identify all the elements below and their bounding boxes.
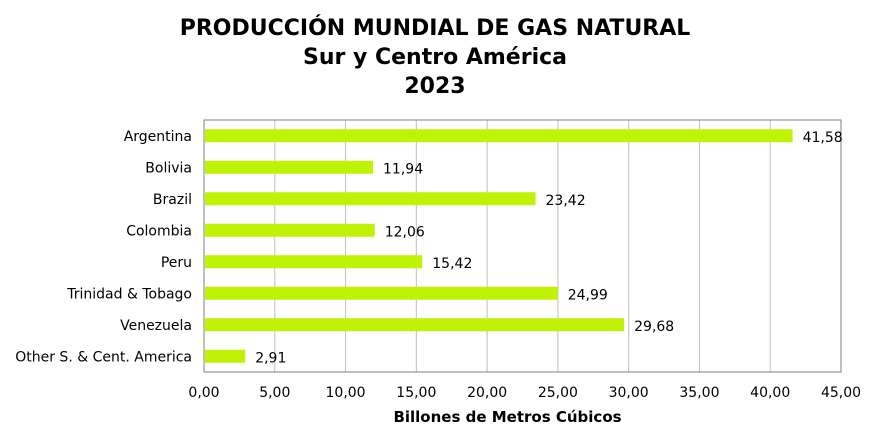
category-label: Bolivia — [145, 160, 192, 176]
gridlines — [203, 120, 842, 372]
x-tick-labels: 0,00 5,00 10,00 15,00 20,00 25,00 30,00 35,00 40… — [188, 385, 861, 401]
x-axis-title: Billones de Metros Cúbicos — [393, 408, 621, 426]
category-label: Peru — [161, 255, 192, 271]
chart-title: PRODUCCIÓN MUNDIAL DE GAS NATURAL Sur y … — [0, 14, 870, 101]
category-label: Colombia — [126, 223, 192, 239]
bar — [205, 255, 423, 269]
data-label: 15,42 — [432, 256, 472, 272]
x-tick-label: 30,00 — [609, 385, 649, 401]
category-label: Brazil — [153, 192, 192, 208]
bar — [205, 129, 793, 143]
data-label: 12,06 — [385, 224, 425, 240]
data-label: 23,42 — [546, 193, 586, 209]
data-label: 2,91 — [255, 350, 286, 366]
data-label: 24,99 — [568, 287, 608, 303]
bar — [205, 160, 374, 174]
plot-area-border — [203, 119, 842, 373]
data-label: 29,68 — [634, 319, 674, 335]
x-tick-label: 5,00 — [259, 385, 290, 401]
data-labels: 41,58 11,94 23,42 12,06 15,42 24,99 29,68 2,91 — [255, 130, 842, 367]
bar — [205, 223, 375, 237]
x-tick-label: 0,00 — [188, 385, 219, 401]
category-label: Argentina — [124, 129, 192, 145]
chart-title-line-3: 2023 — [404, 74, 466, 99]
chart-title-line-1: PRODUCCIÓN MUNDIAL DE GAS NATURAL — [179, 16, 691, 41]
x-tick-label: 40,00 — [750, 385, 790, 401]
bars — [205, 129, 793, 363]
bar — [205, 192, 536, 206]
x-tick-label: 35,00 — [679, 385, 719, 401]
x-tick-label: 20,00 — [467, 385, 507, 401]
category-label: Trinidad & Tobago — [66, 286, 192, 302]
bar — [205, 286, 558, 300]
bar — [205, 318, 625, 332]
data-label: 11,94 — [383, 161, 423, 177]
category-labels: Argentina Bolivia Brazil Colombia Peru Trinid… — [15, 129, 192, 366]
x-tick-label: 15,00 — [396, 385, 436, 401]
data-label: 41,58 — [803, 130, 843, 146]
category-label: Other S. & Cent. America — [15, 349, 192, 365]
chart-title-line-2: Sur y Centro América — [302, 45, 568, 70]
category-label: Venezuela — [120, 318, 192, 334]
bar — [205, 349, 246, 363]
x-tick-label: 25,00 — [538, 385, 578, 401]
x-tick-label: 10,00 — [326, 385, 366, 401]
x-tick-label: 45,00 — [821, 385, 861, 401]
